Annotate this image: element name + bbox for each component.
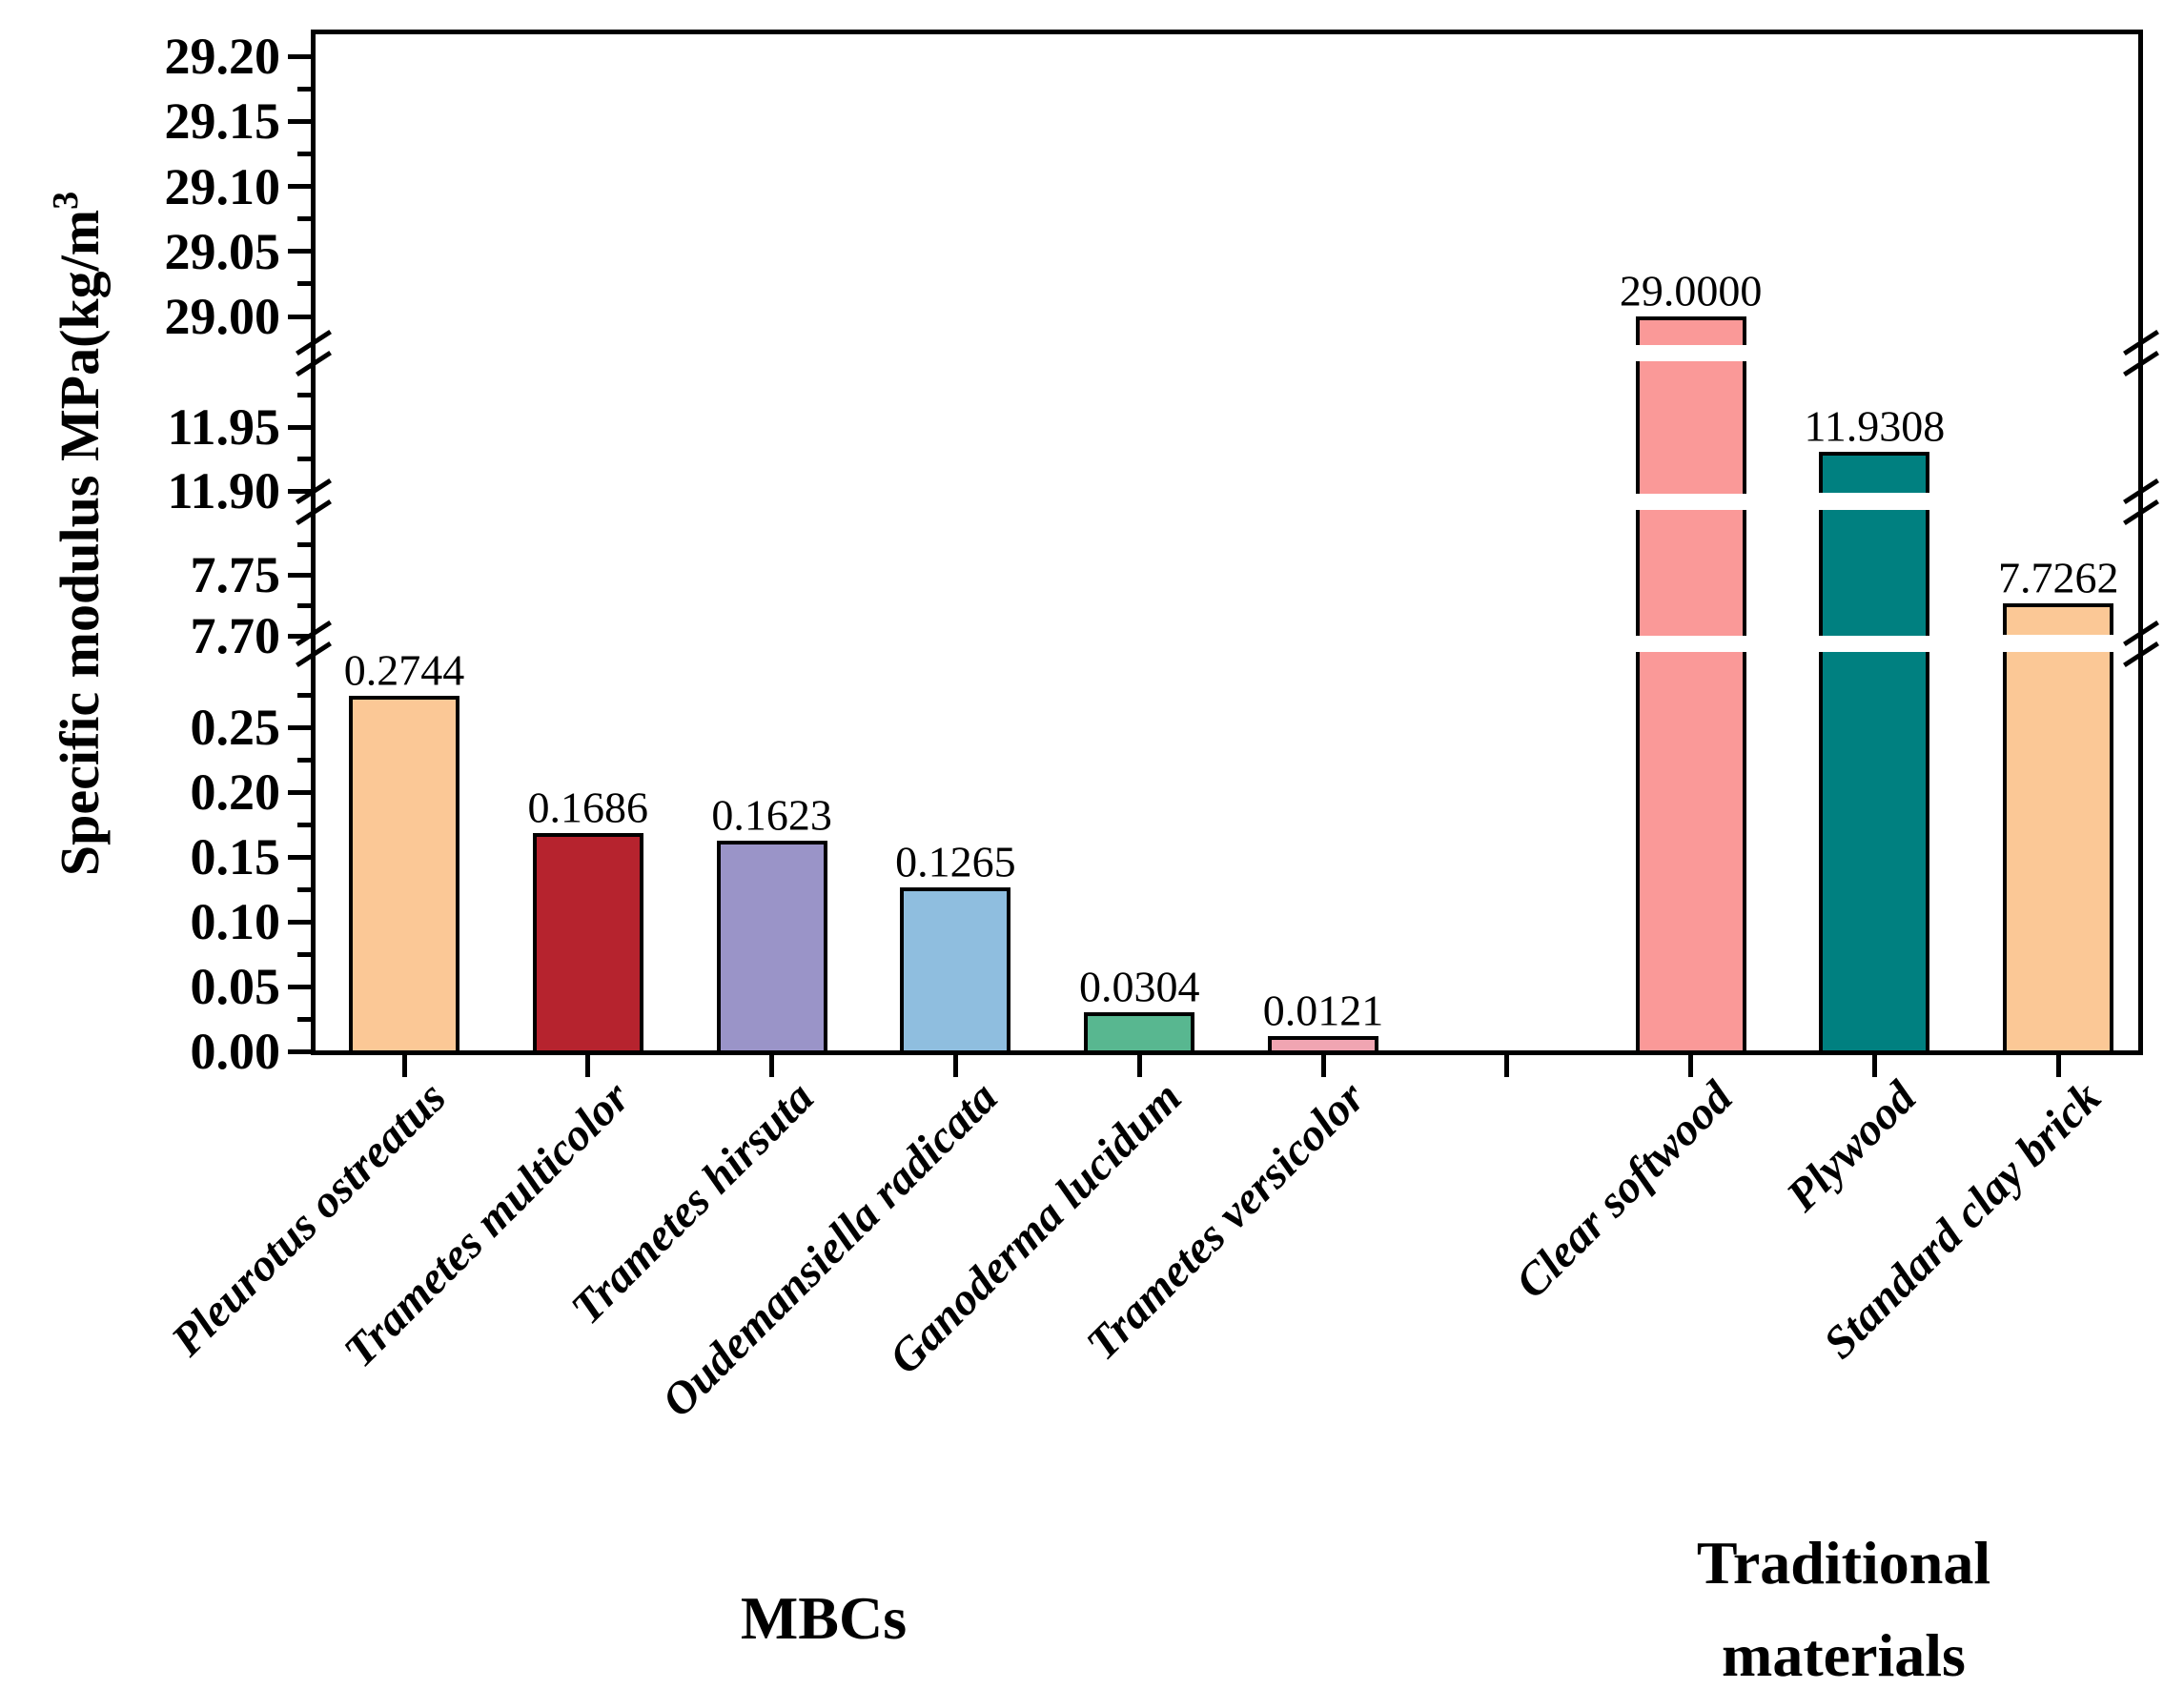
x-axis-tick bbox=[1504, 1054, 1510, 1077]
x-axis-tick bbox=[2055, 1054, 2061, 1077]
y-tick-label: 0.00 bbox=[190, 1023, 281, 1080]
bar-segment bbox=[2003, 651, 2114, 1050]
x-axis-tick bbox=[585, 1054, 591, 1077]
y-axis-major-tick bbox=[288, 789, 311, 795]
x-axis-tick bbox=[401, 1054, 407, 1077]
y-axis-major-tick bbox=[288, 854, 311, 860]
y-tick-label: 0.25 bbox=[190, 699, 281, 756]
y-axis-major-tick bbox=[288, 633, 311, 639]
y-tick-label: 7.75 bbox=[190, 546, 281, 603]
y-tick-label: 29.15 bbox=[164, 92, 281, 151]
plot-area bbox=[311, 30, 2143, 1055]
y-axis-minor-tick bbox=[297, 692, 311, 698]
y-axis-major-tick bbox=[288, 184, 311, 189]
y-axis-minor-tick bbox=[297, 86, 311, 92]
x-axis-tick bbox=[1320, 1054, 1326, 1077]
bar-segment bbox=[1819, 509, 1930, 636]
x-axis-tick bbox=[952, 1054, 958, 1077]
bar-segment bbox=[1819, 651, 1930, 1050]
y-axis-major-tick bbox=[288, 572, 311, 578]
y-axis-major-tick bbox=[288, 724, 311, 730]
y-axis-minor-tick bbox=[297, 151, 311, 156]
bar-segment bbox=[1635, 316, 1746, 345]
y-tick-label: 29.10 bbox=[164, 157, 281, 215]
group-label-traditional-line1: Traditional bbox=[1696, 1529, 1991, 1597]
y-tick-label: 0.10 bbox=[190, 893, 281, 950]
bar-segment bbox=[2003, 603, 2114, 636]
y-axis-minor-tick bbox=[297, 281, 311, 287]
x-axis-tick bbox=[1688, 1054, 1694, 1077]
bar-segment bbox=[1635, 360, 1746, 494]
y-axis-major-tick bbox=[288, 53, 311, 59]
y-tick-label: 0.15 bbox=[190, 828, 281, 885]
bar-segment bbox=[349, 695, 459, 1050]
bar-segment bbox=[1635, 509, 1746, 636]
bar-value-label: 7.7262 bbox=[1997, 553, 2119, 602]
y-axis-major-tick bbox=[288, 984, 311, 989]
y-axis-minor-tick bbox=[297, 886, 311, 892]
bar-value-label: 0.0121 bbox=[1262, 986, 1384, 1035]
bar-segment bbox=[532, 832, 643, 1050]
x-category-label: Clear softwood bbox=[1506, 1071, 1743, 1309]
bar-value-label: 29.0000 bbox=[1619, 266, 1763, 315]
y-axis-major-tick bbox=[288, 424, 311, 430]
y-axis-major-tick bbox=[288, 919, 311, 925]
y-tick-label: 0.20 bbox=[190, 763, 281, 821]
y-tick-label: 29.05 bbox=[164, 222, 281, 280]
bar-value-label: 0.1265 bbox=[895, 837, 1016, 886]
y-axis-minor-tick bbox=[297, 393, 311, 397]
bar-segment bbox=[900, 886, 1011, 1050]
y-axis-minor-tick bbox=[297, 457, 311, 461]
y-axis-major-tick bbox=[288, 249, 311, 254]
bar-value-label: 0.0304 bbox=[1078, 962, 1200, 1011]
x-axis-tick bbox=[1871, 1054, 1877, 1077]
y-axis-minor-tick bbox=[297, 216, 311, 222]
bar-segment bbox=[1268, 1035, 1378, 1050]
group-label-mbcs: MBCs bbox=[740, 1584, 908, 1652]
y-tick-label: 7.70 bbox=[190, 607, 281, 664]
group-label-traditional-line2: materials bbox=[1722, 1621, 1966, 1689]
y-axis-minor-tick bbox=[297, 602, 311, 608]
y-axis-major-tick bbox=[288, 1048, 311, 1054]
bar-segment bbox=[1635, 651, 1746, 1050]
bar-value-label: 0.1686 bbox=[527, 783, 649, 832]
y-tick-label: 29.00 bbox=[164, 288, 281, 345]
bar-value-label: 0.2744 bbox=[343, 645, 465, 695]
y-axis-major-tick bbox=[288, 314, 311, 319]
y-axis-minor-tick bbox=[297, 757, 311, 763]
bar-segment bbox=[1084, 1011, 1195, 1050]
y-axis-minor-tick bbox=[297, 541, 311, 547]
y-tick-label: 11.90 bbox=[167, 462, 280, 519]
bar-value-label: 11.9308 bbox=[1804, 401, 1946, 451]
y-axis-major-tick bbox=[288, 488, 311, 494]
x-axis-tick bbox=[769, 1054, 775, 1077]
bar-segment bbox=[716, 841, 827, 1050]
y-tick-label: 0.05 bbox=[190, 958, 281, 1015]
bar-segment bbox=[1819, 451, 1930, 494]
x-axis-tick bbox=[1136, 1054, 1142, 1077]
x-category-label: Oudemansiella radicata bbox=[652, 1071, 1008, 1427]
x-category-label: Plywood bbox=[1777, 1071, 1927, 1221]
y-axis-minor-tick bbox=[297, 822, 311, 827]
y-axis-minor-tick bbox=[297, 1016, 311, 1022]
y-axis-minor-tick bbox=[297, 951, 311, 957]
y-tick-label: 11.95 bbox=[167, 398, 280, 456]
y-axis-major-tick bbox=[288, 118, 311, 124]
bar-value-label: 0.1623 bbox=[711, 790, 832, 840]
y-tick-label: 29.20 bbox=[164, 28, 281, 85]
